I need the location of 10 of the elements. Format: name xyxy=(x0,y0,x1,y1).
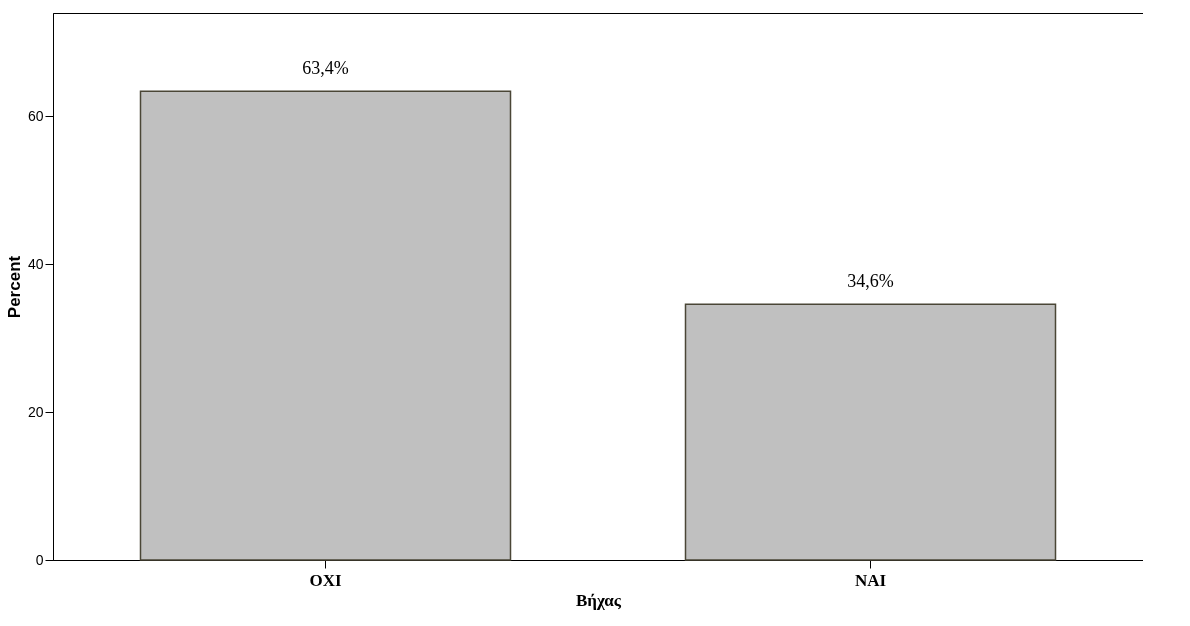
x-axis-title: Βήχας xyxy=(575,590,622,610)
y-tick-label: 0 xyxy=(35,551,44,568)
x-tick-label: ΝΑΙ xyxy=(854,570,887,590)
y-tick-label: 60 xyxy=(27,107,44,124)
y-tick-label: 40 xyxy=(27,255,44,272)
x-tick-label: ΟΧΙ xyxy=(309,570,342,590)
y-tick-label: 20 xyxy=(27,403,44,420)
y-axis-title: Percent xyxy=(4,255,24,319)
data-label: 63,4% xyxy=(302,58,349,79)
data-label: 34,6% xyxy=(847,271,894,292)
